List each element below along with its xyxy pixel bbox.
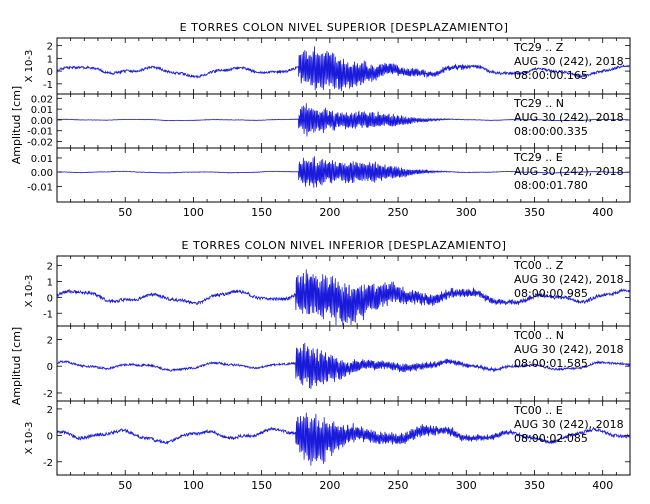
y-tick-label: 0.02 — [31, 94, 53, 105]
station-component-label: TC00 .. Z — [513, 259, 564, 272]
seismic-trace — [56, 342, 631, 389]
station-time-label: 08:00:00.165 — [514, 69, 588, 82]
x-tick-label: 50 — [118, 479, 132, 492]
y-tick-label: 0 — [47, 67, 53, 78]
y-tick-label: 2 — [47, 335, 53, 346]
station-time-label: 08:00:01.780 — [514, 179, 588, 192]
x-tick-label: 400 — [592, 479, 613, 492]
x-tick-label: 200 — [319, 479, 340, 492]
seismic-trace — [56, 412, 631, 466]
station-component-label: TC29 .. Z — [513, 41, 564, 54]
y-unit-label: X 10-3 — [24, 50, 35, 83]
y-tick-label: 0 — [47, 431, 53, 442]
y-tick-label: -1 — [43, 309, 53, 320]
x-tick-label: 400 — [592, 206, 613, 219]
shared-ylabel-superior: Amplitud [cm] — [10, 86, 23, 164]
station-date-label: AUG 30 (242), 2018 — [514, 418, 624, 431]
x-tick-label: 250 — [388, 206, 409, 219]
chart-title-superior: E TORRES COLON NIVEL SUPERIOR [DESPLAZAM… — [180, 21, 509, 34]
x-tick-label: 150 — [251, 206, 272, 219]
seismic-trace — [56, 156, 631, 188]
x-tick-label: 350 — [524, 479, 545, 492]
y-tick-label: 0.00 — [31, 168, 53, 179]
x-tick-label: 300 — [456, 206, 477, 219]
y-tick-label: 1 — [47, 277, 53, 288]
station-component-label: TC00 .. N — [513, 329, 564, 342]
chart-title-inferior: E TORRES COLON NIVEL INFERIOR [DESPLAZAM… — [182, 239, 507, 252]
y-tick-label: 0.01 — [31, 105, 53, 116]
x-tick-label: 50 — [118, 206, 132, 219]
x-tick-label: 300 — [456, 479, 477, 492]
x-tick-label: 100 — [183, 479, 204, 492]
y-unit-label: X 10-3 — [24, 275, 35, 308]
y-tick-label: 1 — [47, 54, 53, 65]
station-date-label: AUG 30 (242), 2018 — [514, 111, 624, 124]
y-tick-label: -0.01 — [27, 127, 53, 138]
x-tick-label: 350 — [524, 206, 545, 219]
x-tick-label: 250 — [388, 479, 409, 492]
y-unit-label: X 10-3 — [24, 422, 35, 455]
shared-ylabel-inferior: Amplitud [cm] — [10, 327, 23, 405]
x-tick-label: 150 — [251, 479, 272, 492]
station-date-label: AUG 30 (242), 2018 — [514, 55, 624, 68]
station-time-label: 08:00:00.335 — [514, 125, 588, 138]
y-tick-label: 0.01 — [31, 154, 53, 165]
y-tick-label: 0 — [47, 293, 53, 304]
station-time-label: 08:00:02.085 — [514, 432, 588, 445]
y-tick-label: 2 — [47, 405, 53, 416]
station-time-label: 08:00:01.585 — [514, 357, 588, 370]
station-date-label: AUG 30 (242), 2018 — [514, 343, 624, 356]
x-tick-label: 200 — [319, 206, 340, 219]
y-tick-label: 0 — [47, 362, 53, 373]
station-component-label: TC29 .. N — [513, 97, 564, 110]
station-time-label: 08:00:00.985 — [514, 287, 588, 300]
seismic-trace — [56, 269, 631, 326]
y-tick-label: -0.02 — [27, 138, 53, 149]
x-tick-label: 100 — [183, 206, 204, 219]
station-component-label: TC00 .. E — [513, 404, 563, 417]
y-tick-label: 0.00 — [31, 116, 53, 127]
y-tick-label: -2 — [43, 389, 53, 400]
station-date-label: AUG 30 (242), 2018 — [514, 165, 624, 178]
y-tick-label: 2 — [47, 262, 53, 273]
y-tick-label: -0.01 — [27, 182, 53, 193]
station-date-label: AUG 30 (242), 2018 — [514, 273, 624, 286]
seismic-trace — [56, 103, 630, 137]
y-tick-label: -2 — [43, 458, 53, 469]
y-tick-label: -1 — [43, 80, 53, 91]
seismic-trace — [56, 46, 631, 92]
y-tick-label: 2 — [47, 42, 53, 53]
station-component-label: TC29 .. E — [513, 151, 563, 164]
